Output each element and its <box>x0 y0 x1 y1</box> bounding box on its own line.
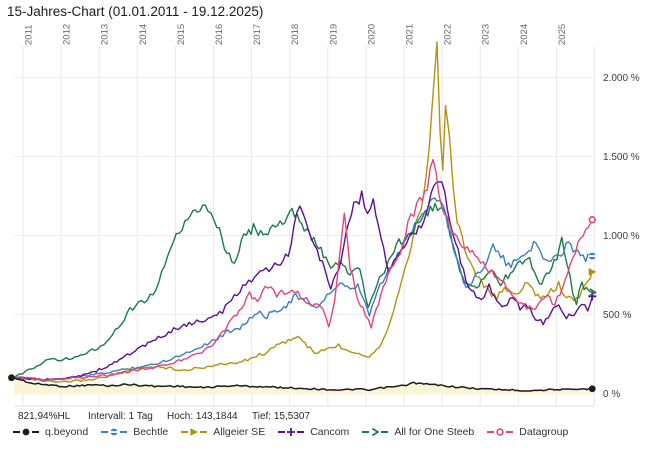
x-axis-tick-label: 2022 <box>443 24 454 45</box>
legend-marker-all-for-one-steeb-icon <box>362 427 389 437</box>
series-end-marker-all-for-one-steeb <box>589 288 597 297</box>
gridlines <box>14 46 595 407</box>
status-bar: 821,94%HL Intervall: 1 Tag Hoch: 143,184… <box>0 411 666 425</box>
x-axis-tick-label: 2020 <box>366 24 377 45</box>
y-axis-tick-label: 1.500 % <box>603 152 640 163</box>
x-axis-tick-label: 2016 <box>214 24 225 45</box>
x-axis-tick-label: 2014 <box>138 24 149 45</box>
x-axis-tick-label: 2023 <box>481 24 492 45</box>
x-axis-tick-label: 2025 <box>557 24 568 45</box>
price-chart[interactable]: 2011 2012 2013 2014 2015 2016 2017 2018 2019 2020… <box>0 0 666 412</box>
status-low-value: Tief: 15,5307 <box>252 411 311 422</box>
series-end-marker-bechtle <box>588 252 597 260</box>
series-end-marker-allgeier-se <box>588 268 597 276</box>
legend-marker-datagroup-icon <box>487 428 514 436</box>
x-axis-labels: 2011 2012 2013 2014 2015 2016 2017 2018 2019 2020… <box>24 24 568 45</box>
x-axis-tick-label: 2015 <box>176 24 187 45</box>
legend-item-bechtle[interactable]: Bechtle <box>101 426 168 438</box>
x-axis-tick-label: 2012 <box>62 24 73 45</box>
series-line-datagroup <box>13 158 593 381</box>
x-axis-tick-label: 2013 <box>100 24 111 45</box>
legend-item-q-beyond[interactable]: q.beyond <box>13 426 88 438</box>
status-high-value: Hoch: 143,1844 <box>167 411 238 422</box>
legend-marker-q-beyond-icon <box>13 428 39 436</box>
x-axis-tick-label: 2019 <box>328 24 339 45</box>
y-axis-tick-label: 0 % <box>603 389 620 400</box>
legend-label: Allgeier SE <box>213 426 266 438</box>
series-line-cancom <box>13 181 593 381</box>
legend-item-cancom[interactable]: Cancom <box>278 426 349 438</box>
legend-marker-bechtle-icon <box>101 428 128 436</box>
chart-title: 15-Jahres-Chart (01.01.2011 - 19.12.2025… <box>7 4 264 19</box>
x-axis-tick-label: 2024 <box>519 24 530 45</box>
series-end-marker-datagroup <box>588 216 596 224</box>
legend-item-datagroup[interactable]: Datagroup <box>487 426 568 438</box>
legend-item-all-for-one-steeb[interactable]: All for One Steeb <box>362 426 474 438</box>
legend-label: Bechtle <box>133 426 169 438</box>
legend-label: All for One Steeb <box>394 426 475 438</box>
series-end-marker-q-beyond <box>588 385 596 393</box>
y-axis-tick-label: 500 % <box>603 310 631 321</box>
legend-marker-allgeier-se-icon <box>181 428 208 436</box>
series-line-q-beyond <box>13 376 594 392</box>
series-line-all-for-one-steeb <box>13 202 593 379</box>
series-area-q-beyond <box>14 377 593 395</box>
legend-label: Datagroup <box>519 426 569 438</box>
x-axis-tick-label: 2011 <box>24 25 35 45</box>
legend-label: q.beyond <box>45 426 89 438</box>
status-change-value: 821,94%HL <box>18 411 71 422</box>
legend-marker-cancom-icon <box>278 428 305 436</box>
x-axis-tick-label: 2021 <box>405 24 416 45</box>
status-interval: Intervall: 1 Tag <box>88 411 153 422</box>
legend-label: Cancom <box>310 426 350 438</box>
x-axis-tick-label: 2018 <box>290 24 301 45</box>
series-start-marker-q-beyond <box>8 374 15 382</box>
y-axis-tick-label: 1.000 % <box>603 231 640 242</box>
x-axis-tick-label: 2017 <box>252 24 263 45</box>
y-axis-labels: 2.000 % 1.500 % 1.000 % 500 % 0 % <box>603 73 640 400</box>
y-axis-tick-label: 2.000 % <box>603 73 640 84</box>
legend: q.beyond Bechtle Allgeier SE Cancom All for … <box>13 426 568 438</box>
legend-item-allgeier-se[interactable]: Allgeier SE <box>181 426 265 438</box>
